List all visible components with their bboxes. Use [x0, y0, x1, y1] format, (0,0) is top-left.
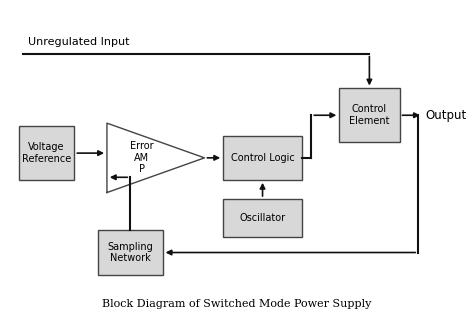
Text: Control Logic: Control Logic: [231, 153, 294, 163]
Text: Oscillator: Oscillator: [239, 213, 286, 223]
Text: Unregulated Input: Unregulated Input: [28, 37, 129, 47]
Bar: [98, 231, 163, 275]
Bar: [18, 126, 74, 180]
Text: Output: Output: [425, 109, 466, 122]
Text: Block Diagram of Switched Mode Power Supply: Block Diagram of Switched Mode Power Sup…: [102, 299, 372, 309]
Text: Control
Element: Control Element: [349, 104, 390, 126]
Text: Sampling
Network: Sampling Network: [107, 242, 153, 263]
Bar: [339, 89, 400, 142]
Text: Voltage
Reference: Voltage Reference: [22, 142, 71, 164]
Bar: [223, 136, 302, 180]
Text: Error
AM
P: Error AM P: [130, 141, 154, 175]
Bar: [223, 199, 302, 237]
